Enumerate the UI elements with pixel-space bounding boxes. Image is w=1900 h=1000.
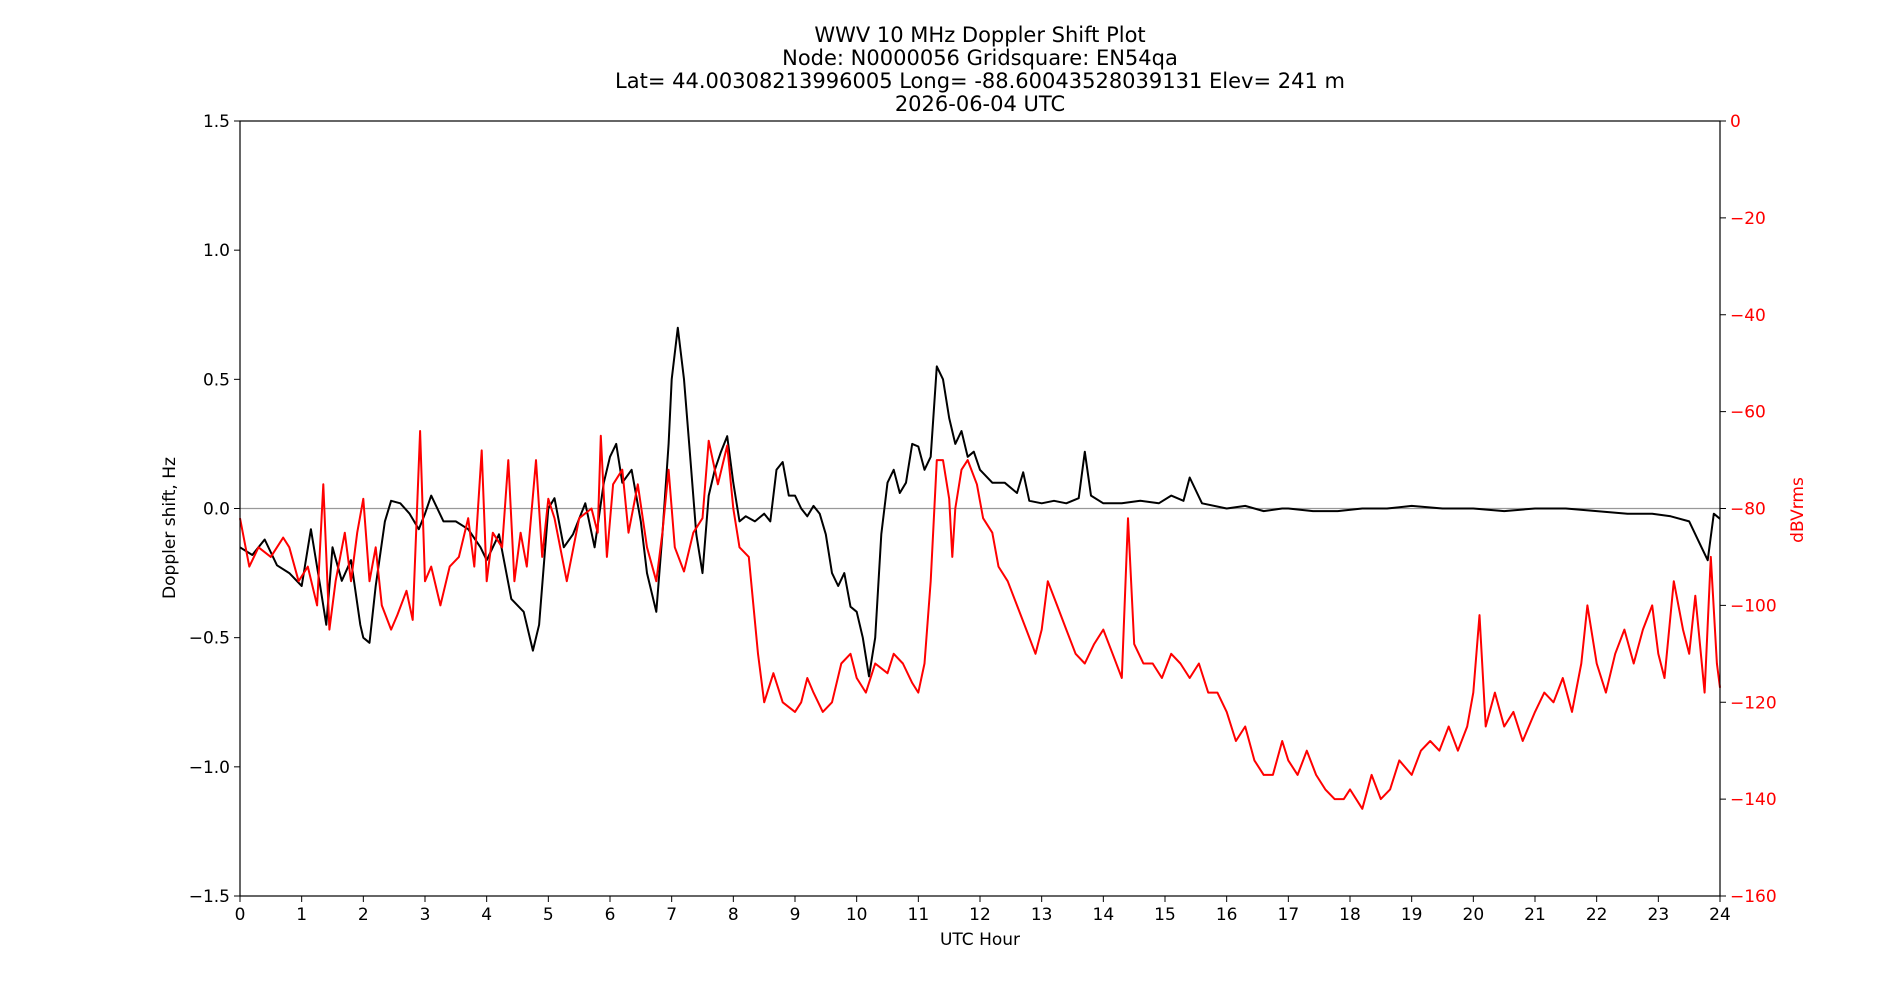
x-tick-label: 2	[358, 905, 369, 925]
x-tick-label: 14	[1093, 905, 1115, 925]
y2-tick-label: −160	[1730, 887, 1777, 907]
chart-title: WWV 10 MHz Doppler Shift Plot Node: N000…	[615, 23, 1345, 116]
y-tick-label: 0.5	[203, 370, 230, 390]
x-tick-label: 16	[1216, 905, 1238, 925]
y2-tick-label: −20	[1730, 209, 1766, 229]
x-tick-label: 18	[1339, 905, 1361, 925]
x-tick-label: 9	[790, 905, 801, 925]
x-tick-label: 20	[1463, 905, 1485, 925]
x-axis-label: UTC Hour	[940, 930, 1020, 950]
x-tick-label: 21	[1524, 905, 1546, 925]
y2-tick-label: −120	[1730, 693, 1777, 713]
title-line-2: Node: N0000056 Gridsquare: EN54qa	[782, 46, 1178, 70]
plot-area: 0 1 2 3 4 5 6 7 8 9 10 11 12 13 14 15 16 17 18 19 20 21 22 23 24…	[189, 112, 1777, 925]
x-tick-label: 19	[1401, 905, 1423, 925]
y-tick-label: 1.5	[203, 112, 230, 132]
x-tick-label: 22	[1586, 905, 1608, 925]
y2-tick-label: −40	[1730, 306, 1766, 326]
title-line-3: Lat= 44.00308213996005 Long= -88.6004352…	[615, 69, 1345, 93]
y2-tick-label: −140	[1730, 790, 1777, 810]
x-tick-label: 24	[1709, 905, 1731, 925]
x-tick-label: 11	[908, 905, 930, 925]
y-tick-label: −0.5	[189, 629, 230, 649]
x-tick-label: 13	[1031, 905, 1053, 925]
x-tick-label: 4	[481, 905, 492, 925]
y-tick-label: −1.5	[189, 887, 230, 907]
x-tick-label: 0	[235, 905, 246, 925]
title-line-1: WWV 10 MHz Doppler Shift Plot	[814, 23, 1145, 47]
signal-level-line	[239, 430, 1721, 810]
x-tick-label: 12	[969, 905, 991, 925]
y-tick-label: 1.0	[203, 241, 230, 261]
x-tick-label: 8	[728, 905, 739, 925]
y-tick-label: 0.0	[203, 500, 230, 520]
y-axis-label: Doppler shift, Hz	[160, 457, 180, 599]
x-tick-label: 15	[1154, 905, 1176, 925]
x-tick-label: 17	[1278, 905, 1300, 925]
title-line-4: 2026-06-04 UTC	[895, 92, 1065, 116]
x-tick-label: 6	[605, 905, 616, 925]
y2-tick-label: −100	[1730, 596, 1777, 616]
x-tick-label: 7	[666, 905, 677, 925]
x-tick-label: 5	[543, 905, 554, 925]
y2-tick-label: −60	[1730, 403, 1766, 423]
y-tick-label: −1.0	[189, 758, 230, 778]
y2-tick-label: −80	[1730, 500, 1766, 520]
doppler-shift-line	[239, 326, 1721, 678]
y2-axis-label: dBVrms	[1788, 477, 1808, 543]
x-tick-label: 10	[846, 905, 868, 925]
y2-tick-label: 0	[1730, 112, 1741, 132]
x-tick-label: 1	[296, 905, 307, 925]
x-tick-label: 23	[1648, 905, 1670, 925]
x-tick-label: 3	[420, 905, 431, 925]
